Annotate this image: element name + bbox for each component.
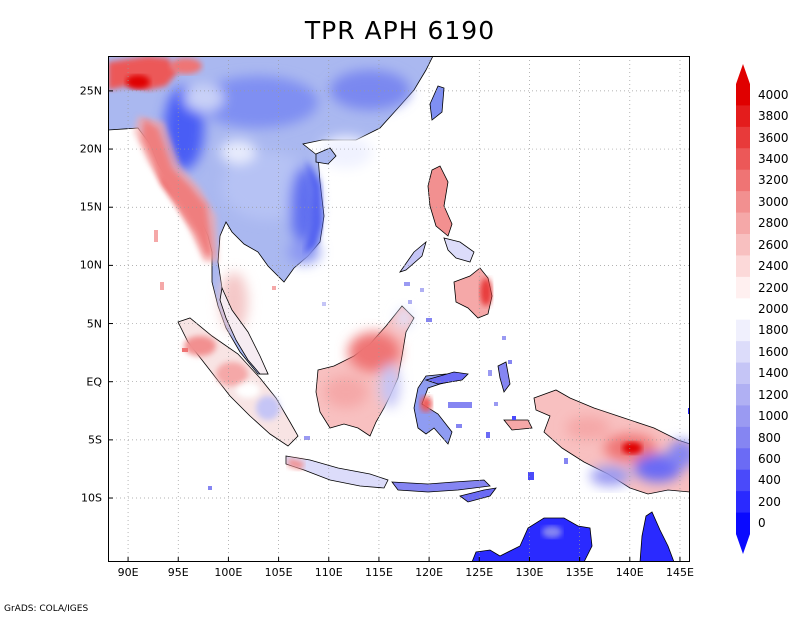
colorbar-band	[736, 212, 750, 235]
credit-text: GrADS: COLA/IGES	[4, 604, 89, 614]
colorbar-band	[736, 84, 750, 106]
colorbar-tick-label: 2800	[758, 216, 789, 231]
colorbar-band	[736, 362, 750, 385]
map-border	[108, 56, 690, 562]
northeast-india-field	[108, 56, 178, 90]
lat-tick-label: 20N	[79, 142, 102, 156]
colorbar-band	[736, 105, 750, 128]
colorbar-band	[736, 276, 750, 299]
northeast-india-peak	[126, 75, 150, 89]
scattered-grid-cells	[154, 230, 690, 490]
java-west-red	[288, 458, 304, 470]
colorbar-band	[736, 126, 750, 149]
colorbar-tick-label: 600	[758, 452, 781, 466]
colorbar-tick-label: 3600	[758, 130, 789, 145]
myanmar-coast-outer	[134, 116, 218, 262]
new-guinea-peak	[622, 442, 642, 454]
australia-light-spot	[542, 526, 562, 538]
timor	[459, 487, 497, 503]
colorbar-tick-label: 3400	[758, 152, 789, 166]
lat-tick-label: 5S	[88, 433, 102, 447]
lon-tick-label: 90E	[117, 566, 139, 579]
colorbar-band	[736, 255, 750, 278]
colorbar-extend-min	[736, 534, 750, 554]
lat-tick-label: 10S	[81, 491, 102, 505]
colorbar-tick-label: 1200	[758, 387, 789, 402]
sumatra-texture	[184, 336, 280, 420]
colorbar-tick-label: 400	[758, 473, 781, 488]
colorbar-band	[736, 512, 750, 535]
colorbar-extend-max	[736, 64, 750, 84]
precipitation-map	[108, 56, 690, 562]
colorbar-band	[736, 234, 750, 256]
colorbar-band	[736, 448, 750, 471]
lat-tick-label: 15N	[79, 200, 102, 214]
lon-tick-label: 125E	[465, 566, 494, 579]
australia-cape-york	[639, 511, 675, 562]
colorbar-band	[736, 405, 750, 428]
mindanao-field	[453, 267, 493, 319]
colorbar-tick-label: 3000	[758, 194, 789, 209]
lon-tick-label: 100E	[214, 566, 243, 579]
lat-tick-label: 5N	[86, 317, 102, 331]
colorbar-tick-label: 2200	[758, 280, 789, 295]
colorbar-tick-label: 0	[758, 516, 766, 531]
colorbar-band	[736, 384, 750, 406]
halmahera	[497, 361, 511, 393]
lon-tick-label: 115E	[364, 566, 393, 579]
chart-title: TPR APH 6190	[304, 16, 496, 45]
colorbar-band	[736, 319, 750, 342]
colorbar-tick-label: 2600	[758, 237, 789, 252]
colorbar-tick-label: 1400	[758, 366, 789, 381]
malay-peninsula-field	[219, 286, 269, 375]
colorbar-band	[736, 426, 750, 449]
northeast-india-hot	[170, 58, 202, 74]
hainan	[315, 147, 337, 165]
colorbar-band	[736, 191, 750, 214]
colorbar-band	[736, 148, 750, 171]
sulawesi-ne-arm	[424, 371, 469, 385]
colorbar-tick-label: 3200	[758, 173, 789, 188]
sulawesi-red-spot	[420, 396, 432, 412]
colorbar-band	[736, 169, 750, 192]
lat-tick-label: 10N	[79, 258, 102, 272]
lon-tick-label: 105E	[264, 566, 293, 579]
visayas-field	[443, 237, 475, 263]
colorbar-tick-label: 1800	[758, 323, 789, 338]
taiwan	[429, 85, 445, 121]
colorbar-tick-label: 2000	[758, 302, 789, 316]
colorbar-tick-label: 3800	[758, 109, 789, 124]
lat-tick-label: EQ	[86, 375, 102, 389]
australia-arnhem	[471, 517, 593, 562]
lon-tick-label: 135E	[565, 566, 594, 579]
colorbar	[736, 64, 750, 554]
lon-tick-label: 140E	[615, 566, 644, 579]
lon-tick-label: 110E	[314, 566, 343, 579]
colorbar-tick-label: 1000	[758, 409, 789, 424]
colorbar-tick-label: 1600	[758, 344, 789, 359]
palawan	[398, 240, 427, 273]
grid-lines	[108, 56, 690, 562]
lon-tick-label: 95E	[167, 566, 189, 579]
colorbar-band	[736, 469, 750, 492]
colorbar-band	[736, 341, 750, 364]
seram-field	[503, 419, 533, 431]
lon-tick-label: 145E	[665, 566, 694, 579]
lesser-sunda-field	[391, 479, 491, 493]
lon-tick-label: 130E	[515, 566, 544, 579]
lat-tick-label: 25N	[79, 84, 102, 98]
mindanao-east-red	[480, 278, 492, 306]
colorbar-tick-label: 2400	[758, 259, 789, 274]
colorbar-tick-label: 200	[758, 494, 781, 509]
colorbar-tick-label: 4000	[758, 87, 789, 102]
colorbar-band	[736, 298, 750, 321]
colorbar-band	[736, 491, 750, 514]
borneo-texture	[324, 308, 412, 408]
colorbar-tick-label: 800	[758, 430, 781, 445]
lon-tick-label: 120E	[415, 566, 444, 579]
